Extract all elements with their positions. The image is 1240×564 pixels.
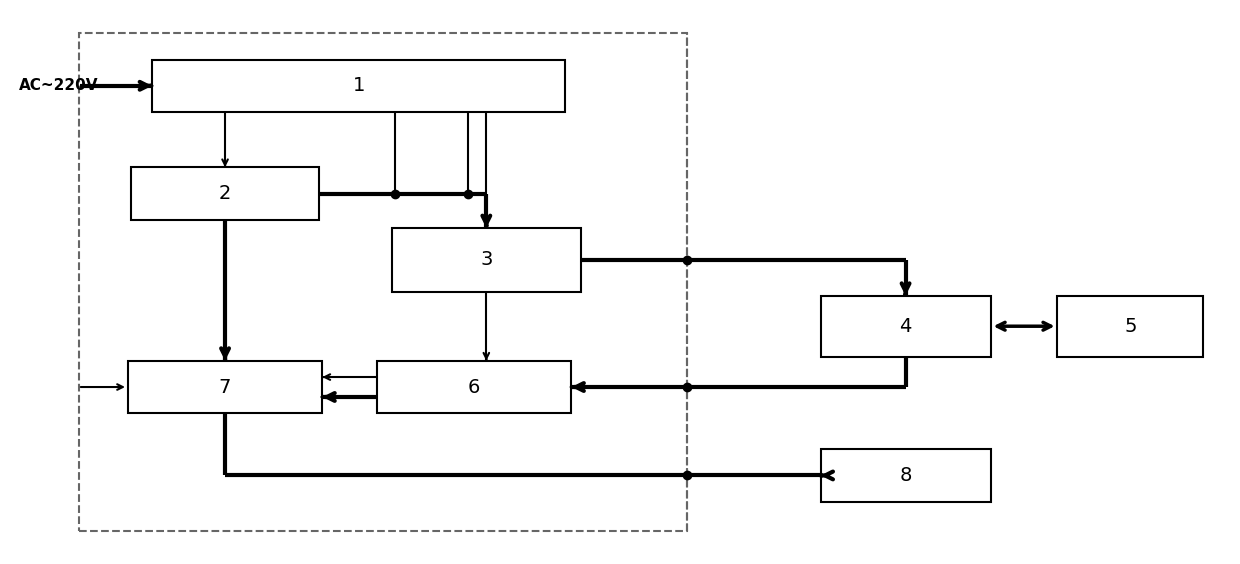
Text: 6: 6 — [467, 377, 480, 396]
Bar — [1058, 296, 1203, 356]
Text: 1: 1 — [352, 76, 365, 95]
Text: 5: 5 — [1125, 317, 1137, 336]
Text: 2: 2 — [219, 184, 231, 203]
Bar — [392, 228, 580, 292]
Text: 4: 4 — [899, 317, 911, 336]
Bar — [821, 449, 991, 502]
Text: AC~220V: AC~220V — [19, 78, 98, 93]
Text: 3: 3 — [480, 250, 492, 270]
Bar — [153, 60, 565, 112]
Bar — [131, 168, 319, 220]
Bar — [377, 361, 572, 413]
Bar — [79, 33, 687, 531]
Bar — [821, 296, 991, 356]
Text: 7: 7 — [219, 377, 231, 396]
Bar — [128, 361, 322, 413]
Text: 8: 8 — [899, 466, 911, 485]
